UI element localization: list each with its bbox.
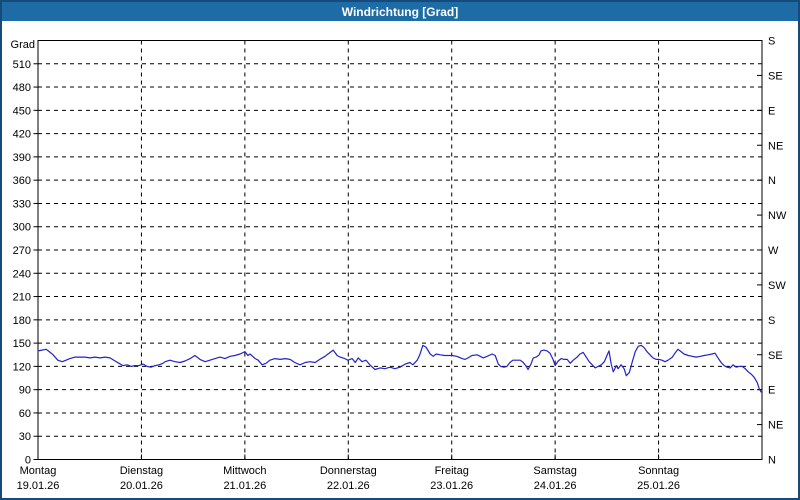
day-label: Freitag [435,465,469,477]
y-axis-label: 240 [13,268,31,280]
y-axis-label: 90 [19,385,31,397]
y-axis-label: 360 [13,175,31,187]
date-label: 20.01.26 [120,480,163,492]
day-label: Dienstag [120,465,163,477]
date-label: 22.01.26 [327,480,370,492]
compass-label: NW [768,210,787,222]
y-axis-unit-label: Grad [11,39,35,51]
date-label: 23.01.26 [430,480,473,492]
y-axis-label: 60 [19,408,31,420]
compass-label: E [768,105,775,117]
y-axis-label: 30 [19,431,31,443]
y-axis-label: 150 [13,338,31,350]
compass-label: S [768,315,775,327]
y-axis-label: 420 [13,129,31,141]
day-label: Donnerstag [320,465,377,477]
date-label: 25.01.26 [637,480,680,492]
y-axis-label: 390 [13,152,31,164]
window-titlebar: Windrichtung [Grad] [2,2,798,21]
y-axis-label: 330 [13,198,31,210]
date-label: 19.01.26 [17,480,60,492]
day-label: Montag [20,465,57,477]
y-axis-label: 120 [13,361,31,373]
compass-label: NE [768,140,783,152]
day-label: Sonntag [638,465,679,477]
compass-label: E [768,385,775,397]
y-axis-label: 480 [13,82,31,94]
compass-label: W [768,245,779,257]
wind-direction-chart: 0306090120150180210240270300330360390420… [0,0,800,500]
y-axis-label: 450 [13,105,31,117]
y-axis-label: 300 [13,222,31,234]
app-window: 0306090120150180210240270300330360390420… [0,0,800,500]
compass-label: SE [768,350,783,362]
compass-label: S [768,36,775,48]
day-label: Samstag [533,465,576,477]
compass-label: NE [768,420,783,432]
page-title: Windrichtung [Grad] [342,5,459,19]
y-axis-label: 210 [13,292,31,304]
compass-label: SE [768,70,783,82]
day-label: Mittwoch [223,465,266,477]
compass-label: N [768,175,776,187]
date-label: 21.01.26 [223,480,266,492]
y-axis-label: 180 [13,315,31,327]
compass-label: N [768,455,776,467]
y-axis-label: 510 [13,59,31,71]
date-label: 24.01.26 [534,480,577,492]
compass-label: SW [768,280,786,292]
y-axis-label: 270 [13,245,31,257]
